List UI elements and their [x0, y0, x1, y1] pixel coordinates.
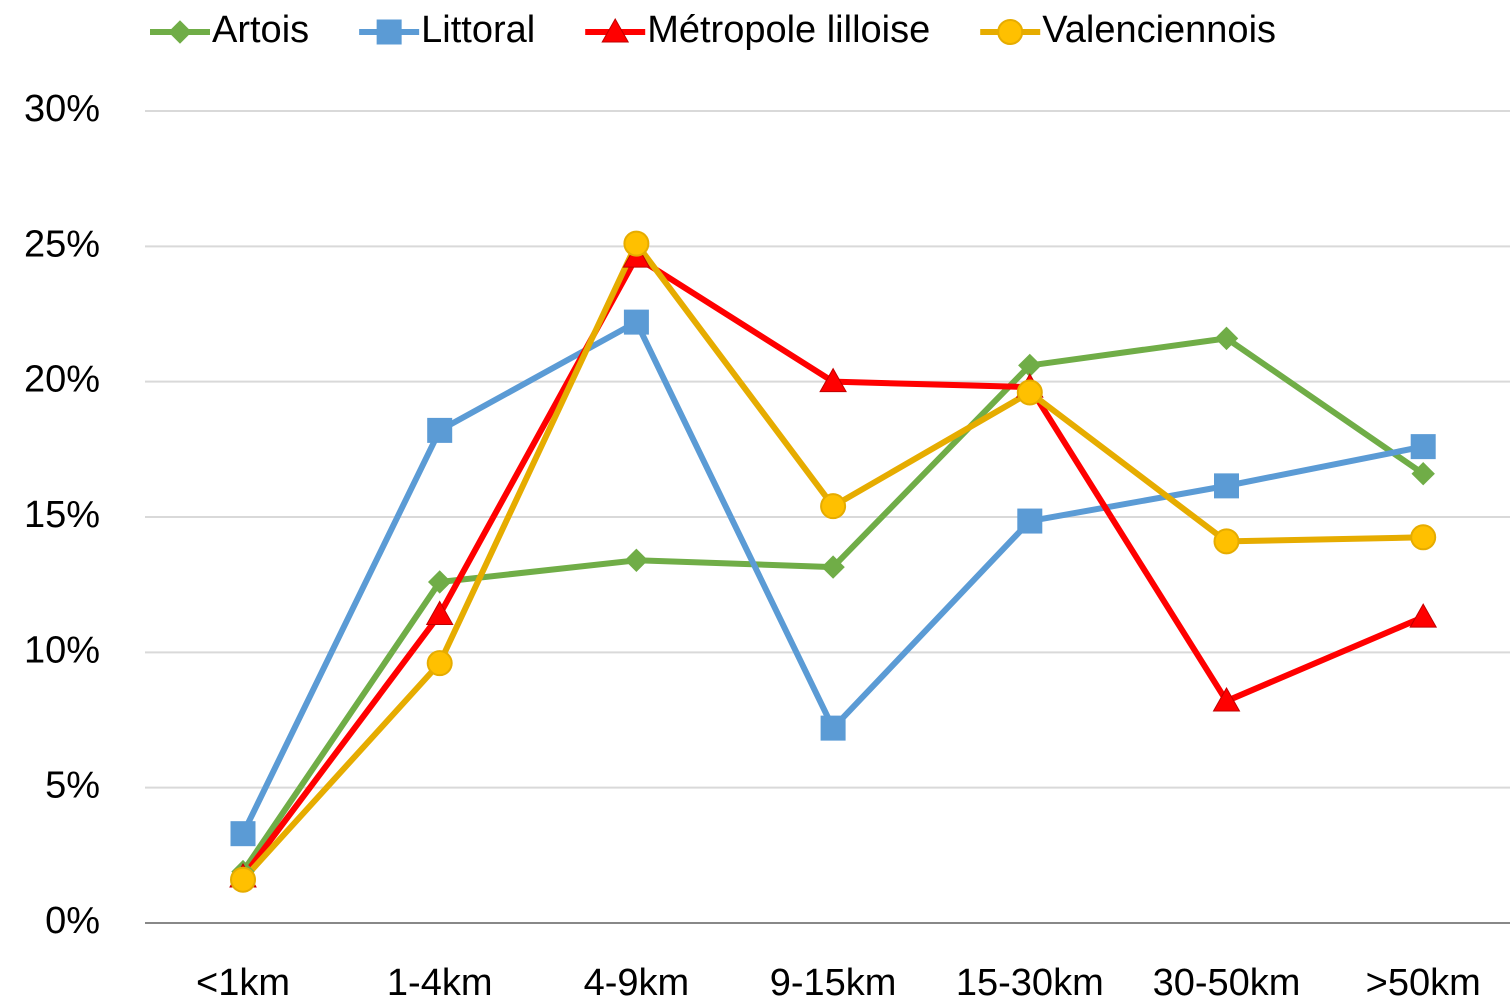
- y-tick-label: 30%: [24, 88, 100, 130]
- marker: [820, 493, 847, 520]
- x-tick-label: >50km: [1366, 962, 1481, 1004]
- marker: [624, 548, 649, 573]
- x-tick-label: <1km: [196, 962, 290, 1004]
- marker: [1214, 473, 1239, 499]
- y-tick-label: 0%: [45, 900, 100, 942]
- marker: [230, 866, 256, 893]
- marker: [819, 367, 847, 393]
- legend-label: Métropole lilloise: [647, 9, 930, 51]
- marker: [623, 309, 649, 335]
- y-tick-label: 5%: [45, 765, 100, 807]
- marker: [425, 600, 454, 625]
- marker: [1214, 326, 1239, 351]
- marker: [1212, 687, 1241, 712]
- x-tick-label: 4-9km: [584, 962, 690, 1004]
- y-tick-label: 10%: [24, 629, 100, 671]
- legend-label: Valenciennois: [1042, 9, 1276, 51]
- x-tick-label: 30-50km: [1153, 962, 1301, 1004]
- marker: [427, 570, 452, 594]
- marker: [1410, 524, 1437, 551]
- x-tick-label: 1-4km: [387, 962, 493, 1004]
- x-tick-label: 9-15km: [770, 962, 897, 1004]
- legend-label: Artois: [212, 9, 309, 51]
- marker: [1017, 508, 1043, 534]
- marker: [821, 555, 845, 579]
- marker: [1411, 461, 1435, 486]
- marker: [1016, 379, 1043, 406]
- marker: [1409, 603, 1438, 628]
- marker: [623, 230, 650, 257]
- y-tick-label: 20%: [24, 359, 100, 401]
- marker: [1213, 528, 1240, 555]
- y-tick-label: 25%: [24, 223, 100, 265]
- x-tick-label: 15-30km: [956, 962, 1104, 1004]
- marker: [426, 650, 453, 677]
- series-line: [240, 335, 1425, 874]
- marker: [168, 20, 192, 44]
- marker: [1410, 434, 1436, 460]
- marker: [820, 715, 846, 741]
- legend-label: Littoral: [421, 9, 535, 51]
- marker: [376, 19, 402, 45]
- marker: [427, 417, 453, 443]
- marker: [230, 821, 256, 847]
- y-tick-label: 15%: [24, 494, 100, 536]
- marker: [601, 17, 630, 43]
- marker: [997, 19, 1024, 45]
